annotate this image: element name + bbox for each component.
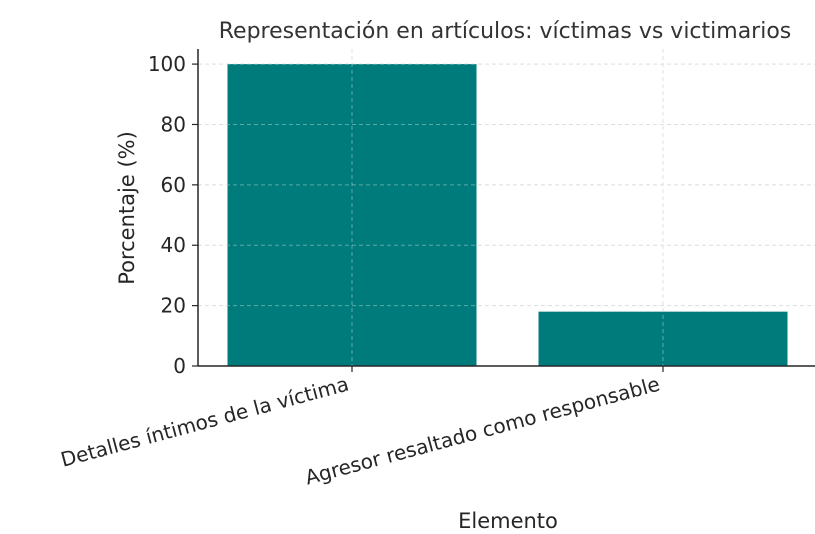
y-tick-label: 100 <box>148 52 186 76</box>
y-tick-label: 60 <box>161 173 186 197</box>
bar <box>227 64 477 366</box>
bar <box>538 311 788 366</box>
y-tick-label: 40 <box>161 233 186 257</box>
chart-title: Representación en artículos: víctimas vs… <box>219 19 792 44</box>
axes <box>197 49 815 367</box>
y-ticks: 0 20 40 60 80 100 <box>148 52 198 378</box>
y-tick-label: 0 <box>173 354 186 378</box>
bars <box>198 49 815 367</box>
x-axis-label: Elemento <box>458 509 558 533</box>
x-tick-label: Detalles íntimos de la víctima <box>58 372 351 472</box>
x-tick-label: Agresor resaltado como responsable <box>302 372 662 490</box>
y-axis-label: Porcentaje (%) <box>115 131 139 285</box>
y-tick-label: 80 <box>161 112 186 136</box>
y-tick-label: 20 <box>161 294 186 318</box>
